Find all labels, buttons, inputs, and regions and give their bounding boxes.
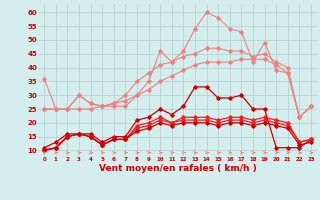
X-axis label: Vent moyen/en rafales ( km/h ): Vent moyen/en rafales ( km/h ) [99,164,256,173]
